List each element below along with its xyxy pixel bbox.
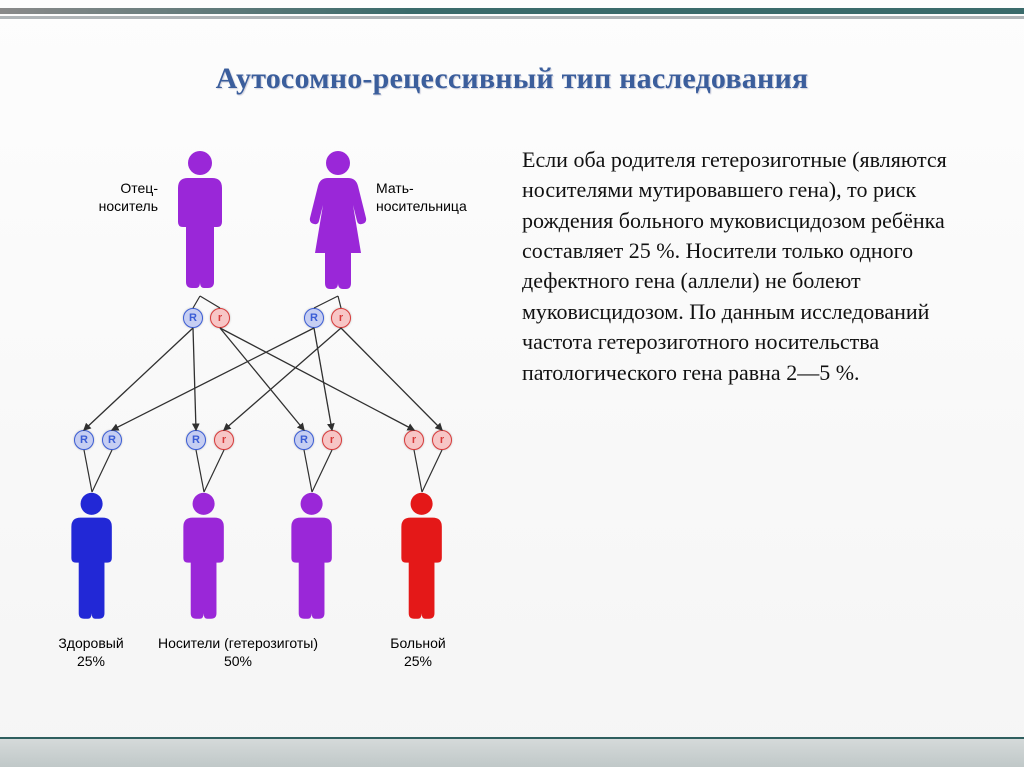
healthy-label: Здоровый25% (46, 635, 136, 670)
child-allele-6: r (404, 430, 424, 450)
parent-allele-1: r (210, 308, 230, 328)
child-allele-3: r (214, 430, 234, 450)
child-allele-2: R (186, 430, 206, 450)
child-allele-5: r (322, 430, 342, 450)
child-allele-4: R (294, 430, 314, 450)
parent-allele-3: r (331, 308, 351, 328)
top-border (0, 8, 1024, 14)
child-allele-7: r (432, 430, 452, 450)
parent-allele-2: R (304, 308, 324, 328)
inheritance-diagram: Отец-носительМать-носительницаRrRrRRRrRr… (28, 130, 488, 690)
father-label: Отец-носитель (68, 180, 158, 215)
top-border-2 (0, 16, 1024, 19)
carriers-label: Носители (гетерозиготы)50% (138, 635, 338, 670)
sick-label: Больной25% (373, 635, 463, 670)
mother-label: Мать-носительница (376, 180, 486, 215)
child-allele-1: R (102, 430, 122, 450)
child-allele-0: R (74, 430, 94, 450)
father-figure (170, 148, 230, 298)
child-figure-2 (284, 490, 339, 628)
child-figure-0 (64, 490, 119, 628)
parent-allele-0: R (183, 308, 203, 328)
child-figure-3 (394, 490, 449, 628)
child-figure-1 (176, 490, 231, 628)
slide-title: Аутосомно-рецессивный тип наследования (0, 62, 1024, 96)
bottom-band (0, 737, 1024, 767)
body-text: Если оба родителя гетерозиготные (являют… (522, 145, 992, 388)
mother-figure (308, 148, 368, 298)
